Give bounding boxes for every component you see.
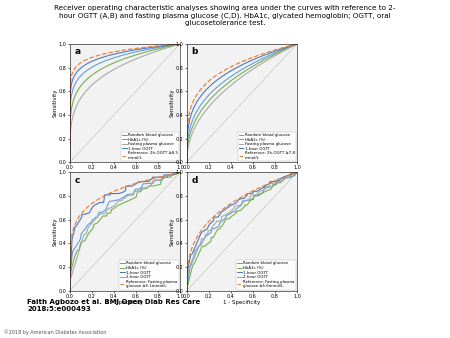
Text: BMJ Open
Diabetes
Research
& Care: BMJ Open Diabetes Research & Care	[353, 249, 410, 300]
Legend: Random blood glucose, HbA1c (%), 1-hour OGTT, 2-hour OGTT, Reference: Fasting pl: Random blood glucose, HbA1c (%), 1-hour …	[119, 260, 179, 290]
Y-axis label: Sensitivity: Sensitivity	[169, 217, 175, 246]
Legend: Random blood glucose, HbA1c (%), Fasting plasma glucose, 1-hour OGTT, Reference:: Random blood glucose, HbA1c (%), Fasting…	[121, 132, 179, 161]
Y-axis label: Sensitivity: Sensitivity	[169, 89, 175, 117]
Text: c: c	[74, 176, 80, 185]
X-axis label: 1 - Specificity: 1 - Specificity	[106, 172, 144, 177]
X-axis label: 1 - Specificity: 1 - Specificity	[106, 300, 144, 305]
Text: d: d	[191, 176, 198, 185]
Text: a: a	[74, 48, 80, 56]
Text: Receiver operating characteristic analyses showing area under the curves with re: Receiver operating characteristic analys…	[54, 5, 396, 26]
Legend: Random blood glucose, HbA1c (%), Fasting plasma glucose, 1-hour OGTT, Reference:: Random blood glucose, HbA1c (%), Fasting…	[238, 132, 296, 161]
Text: b: b	[191, 48, 198, 56]
Y-axis label: Sensitivity: Sensitivity	[52, 217, 58, 246]
X-axis label: 1 - Specificity: 1 - Specificity	[223, 300, 261, 305]
Legend: Random blood glucose, HbA1c (%), 1-hour OGTT, 2-hour OGTT, Reference: Fasting pl: Random blood glucose, HbA1c (%), 1-hour …	[236, 260, 296, 290]
Y-axis label: Sensitivity: Sensitivity	[52, 89, 58, 117]
X-axis label: 1 - Specificity: 1 - Specificity	[223, 172, 261, 177]
Text: Faith Agbozo et al. BMJ Open Diab Res Care
2018;5:e000493: Faith Agbozo et al. BMJ Open Diab Res Ca…	[27, 299, 200, 312]
Text: ©2018 by American Diabetes Association: ©2018 by American Diabetes Association	[4, 330, 107, 335]
